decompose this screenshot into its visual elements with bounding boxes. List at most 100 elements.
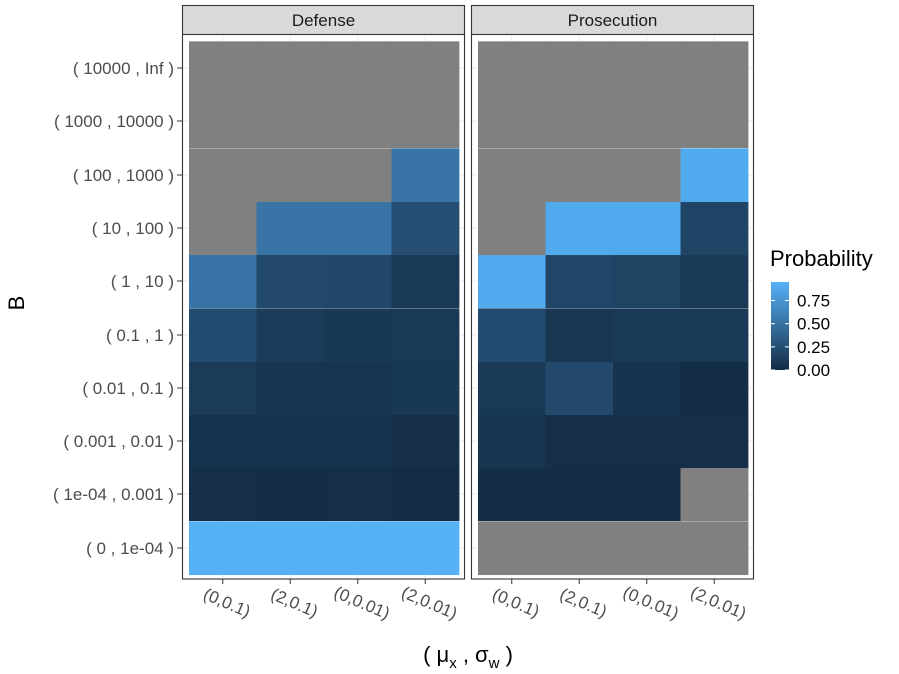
y-tick-label: ( 0 , 1e-04 ) [86, 539, 174, 558]
heatmap-tile [545, 308, 614, 363]
heatmap-tile [189, 41, 257, 96]
y-tick-label: ( 10000 , Inf ) [73, 59, 174, 78]
heatmap-tile [391, 41, 460, 96]
facet-strip [181, 4, 466, 36]
x-axis-ticks: (0,0.1) (2,0.1) (0,0.01) (2,0.01) (0,0.1) (2,… [201, 579, 749, 623]
heatmap-tile [613, 94, 681, 149]
heatmap-tile [478, 361, 546, 416]
heatmap-tile [680, 41, 749, 96]
heatmap-tile [478, 41, 546, 96]
heatmap-tile [391, 201, 460, 256]
y-axis-ticks: ( 0 , 1e-04 ) ( 1e-04 , 0.001 ) ( 0.001 , … [53, 59, 182, 558]
heatmap-tile [545, 94, 614, 149]
panel-defense: Defense [181, 4, 466, 580]
y-tick-label: ( 0.1 , 1 ) [106, 326, 174, 345]
heatmap-tile [680, 201, 749, 256]
heatmap-tile [189, 414, 257, 469]
heatmap-tile [324, 467, 392, 522]
legend: Probability 0.00 0.25 0.50 0.75 [770, 246, 873, 380]
x-axis-title: ( μx , σw ) [423, 642, 513, 672]
heatmap-tile [613, 41, 681, 96]
heatmap-tile [613, 361, 681, 416]
legend-colorbar [771, 282, 789, 370]
heatmap-tile [189, 361, 257, 416]
x-tick-label: (0,0.01) [620, 583, 681, 623]
x-tick-label: (2,0.1) [268, 585, 321, 622]
heatmap-tile [478, 414, 546, 469]
heatmap-tile [256, 254, 325, 309]
heatmap-tile [478, 148, 546, 203]
heatmap-tile [680, 414, 749, 469]
heatmap-tile [324, 201, 392, 256]
heatmap-tile [189, 201, 257, 256]
heatmap-tile [680, 148, 749, 203]
heatmap-tile [391, 467, 460, 522]
y-tick-label: ( 10 , 100 ) [92, 219, 174, 238]
legend-title: Probability [770, 246, 873, 271]
heatmap-tile [189, 521, 257, 576]
heatmap-tile [613, 148, 681, 203]
heatmap-tile [478, 201, 546, 256]
heatmap-tile [391, 308, 460, 363]
heatmap-tile [613, 467, 681, 522]
x-tick-label: (0,0.01) [331, 583, 392, 623]
heatmap-tile [613, 414, 681, 469]
x-tick-label: (2,0.1) [557, 585, 610, 622]
heatmap-tile [545, 41, 614, 96]
heatmap-tile [680, 308, 749, 363]
y-axis-title: B [4, 296, 29, 311]
y-tick-label: ( 0.001 , 0.01 ) [63, 432, 174, 451]
heatmap-tile [324, 41, 392, 96]
heatmap-tile [189, 254, 257, 309]
heatmap-tile [189, 467, 257, 522]
facet-strip-label: Prosecution [568, 11, 658, 30]
heatmap-tile [324, 521, 392, 576]
heatmap-tile [324, 254, 392, 309]
heatmap-tile [256, 41, 325, 96]
heatmap-tile [680, 467, 749, 522]
heatmap-tile [478, 254, 546, 309]
heatmap-tile [478, 94, 546, 149]
heatmap-tile [256, 521, 325, 576]
heatmap-tile [391, 148, 460, 203]
x-tick-label: (0,0.1) [201, 585, 254, 622]
heatmap-tile [545, 361, 614, 416]
panel-prosecution: Prosecution [470, 4, 755, 580]
heatmap-tile [545, 148, 614, 203]
heatmap-tile [256, 148, 325, 203]
heatmap-tile [545, 254, 614, 309]
heatmap-tile [545, 201, 614, 256]
heatmap-tile [478, 521, 546, 576]
heatmap-tile [680, 94, 749, 149]
x-tick-label: (2,0.01) [399, 583, 460, 623]
y-tick-label: ( 1000 , 10000 ) [54, 112, 174, 131]
legend-ticks: 0.00 0.25 0.50 0.75 [771, 292, 830, 380]
y-tick-label: ( 1 , 10 ) [111, 272, 174, 291]
heatmap-tile [478, 308, 546, 363]
y-tick-label: ( 1e-04 , 0.001 ) [53, 485, 174, 504]
heatmap-tile [324, 148, 392, 203]
heatmap-tile [613, 308, 681, 363]
heatmap-tile [391, 94, 460, 149]
heatmap-tile [545, 521, 614, 576]
heatmap-tile [680, 521, 749, 576]
heatmap-tile [680, 254, 749, 309]
heatmap-tile [324, 94, 392, 149]
heatmap-tile [391, 361, 460, 416]
heatmap-tile [613, 521, 681, 576]
x-tick-label: (0,0.1) [490, 585, 543, 622]
legend-tick-label: 0.50 [797, 315, 830, 334]
heatmap-tile [478, 467, 546, 522]
heatmap-tile [545, 467, 614, 522]
heatmap-tile [391, 414, 460, 469]
heatmap-tile [256, 361, 325, 416]
heatmap-tile [189, 148, 257, 203]
heatmap-tile [256, 308, 325, 363]
heatmap-tile [545, 414, 614, 469]
heatmap-tile [256, 201, 325, 256]
heatmap-tile [324, 308, 392, 363]
heatmap-tile [613, 201, 681, 256]
facet-strip-label: Defense [292, 11, 355, 30]
heatmap-tile [391, 254, 460, 309]
